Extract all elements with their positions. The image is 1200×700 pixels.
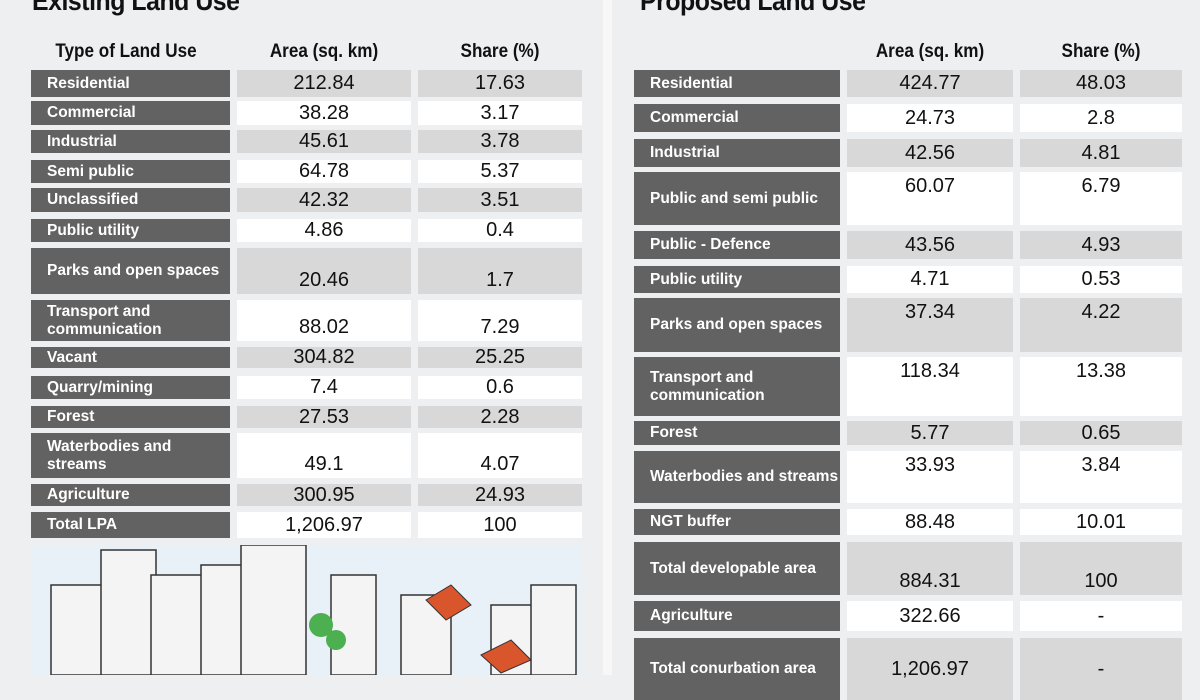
existing-share-cell: 0.4 — [418, 219, 582, 242]
existing-row-label: Vacant — [31, 347, 230, 368]
proposed-row-label: NGT buffer — [634, 509, 840, 535]
proposed-area-cell: 1,206.97 — [847, 638, 1013, 700]
header-area: Area (sq. km) — [875, 41, 985, 62]
existing-row-label: Public utility — [31, 219, 230, 242]
existing-share-cell: 5.37 — [418, 160, 582, 183]
proposed-area-cell: 5.77 — [847, 421, 1013, 445]
proposed-row-label: Public and semi public — [634, 172, 840, 225]
panel-divider — [603, 0, 612, 675]
existing-area-cell: 38.28 — [237, 101, 411, 125]
existing-area-cell: 1,206.97 — [237, 512, 411, 538]
existing-share-cell: 2.28 — [418, 406, 582, 428]
proposed-area-cell: 60.07 — [847, 172, 1013, 225]
existing-row-label: Unclassified — [31, 188, 230, 212]
proposed-row-label: Public utility — [634, 266, 840, 293]
proposed-share-cell: 0.65 — [1020, 421, 1182, 445]
proposed-share-cell: 4.81 — [1020, 139, 1182, 167]
existing-area-cell: 27.53 — [237, 406, 411, 428]
existing-area-cell: 49.1 — [237, 433, 411, 478]
proposed-row-label: Forest — [634, 421, 840, 445]
existing-share-cell: 17.63 — [418, 70, 582, 97]
proposed-area-cell: 88.48 — [847, 509, 1013, 535]
proposed-share-cell: 4.93 — [1020, 231, 1182, 259]
existing-share-cell: 7.29 — [418, 300, 582, 341]
existing-share-cell: 3.51 — [418, 188, 582, 212]
proposed-row-label: Commercial — [634, 104, 840, 132]
proposed-row-label: Total conurbation area — [634, 638, 840, 700]
existing-row-label: Residential — [31, 70, 230, 97]
existing-share-cell: 0.6 — [418, 376, 582, 399]
proposed-share-cell: 100 — [1020, 542, 1182, 595]
existing-row-label: Forest — [31, 406, 230, 428]
existing-row-label: Parks and open spaces — [31, 248, 230, 294]
existing-area-cell: 7.4 — [237, 376, 411, 399]
proposed-share-cell: 48.03 — [1020, 70, 1182, 97]
existing-row-label: Transport and communication — [31, 300, 230, 341]
proposed-share-cell: 13.38 — [1020, 357, 1182, 416]
proposed-area-cell: 424.77 — [847, 70, 1013, 97]
header-share: Share (%) — [460, 41, 540, 62]
existing-row-label: Commercial — [31, 101, 230, 125]
existing-row-label: Total LPA — [31, 512, 230, 538]
proposed-area-cell: 322.66 — [847, 601, 1013, 631]
existing-area-cell: 20.46 — [237, 248, 411, 294]
proposed-title: Proposed Land Use — [640, 0, 866, 16]
existing-title: Existing Land Use — [32, 0, 240, 16]
city-illustration — [31, 545, 581, 675]
proposed-area-cell: 884.31 — [847, 542, 1013, 595]
existing-area-cell: 4.86 — [237, 219, 411, 242]
proposed-share-cell: 2.8 — [1020, 104, 1182, 132]
proposed-row-label: Total developable area — [634, 542, 840, 595]
proposed-area-cell: 42.56 — [847, 139, 1013, 167]
existing-area-cell: 42.32 — [237, 188, 411, 212]
proposed-share-cell: - — [1020, 638, 1182, 700]
proposed-area-cell: 4.71 — [847, 266, 1013, 293]
existing-area-cell: 300.95 — [237, 484, 411, 506]
proposed-share-cell: 4.22 — [1020, 298, 1182, 352]
existing-share-cell: 1.7 — [418, 248, 582, 294]
proposed-share-cell: 3.84 — [1020, 451, 1182, 503]
proposed-row-label: Residential — [634, 70, 840, 97]
existing-area-cell: 45.61 — [237, 130, 411, 153]
proposed-land-use-panel: Proposed Land Use Area (sq. km) Share (%… — [612, 0, 1200, 700]
existing-area-cell: 212.84 — [237, 70, 411, 97]
existing-share-cell: 3.78 — [418, 130, 582, 153]
existing-share-cell: 3.17 — [418, 101, 582, 125]
proposed-area-cell: 118.34 — [847, 357, 1013, 416]
existing-area-cell: 304.82 — [237, 346, 411, 368]
existing-row-label: Quarry/mining — [31, 376, 230, 399]
existing-share-cell: 4.07 — [418, 433, 582, 478]
existing-land-use-panel: Existing Land Use Type of Land Use Area … — [0, 0, 603, 675]
existing-share-cell: 24.93 — [418, 484, 582, 506]
proposed-row-label: Transport and communication — [634, 357, 840, 416]
existing-share-cell: 25.25 — [418, 346, 582, 368]
proposed-row-label: Parks and open spaces — [634, 298, 840, 352]
existing-area-cell: 64.78 — [237, 160, 411, 183]
proposed-row-label: Waterbodies and streams — [634, 451, 840, 503]
proposed-share-cell: 10.01 — [1020, 509, 1182, 535]
proposed-row-label: Industrial — [634, 139, 840, 167]
existing-row-label: Waterbodies and streams — [31, 433, 230, 478]
proposed-area-cell: 37.34 — [847, 298, 1013, 352]
existing-area-cell: 88.02 — [237, 300, 411, 341]
existing-share-cell: 100 — [418, 512, 582, 538]
proposed-row-label: Public - Defence — [634, 231, 840, 259]
existing-row-label: Agriculture — [31, 484, 230, 506]
proposed-row-label: Agriculture — [634, 601, 840, 631]
header-type: Type of Land Use — [55, 41, 197, 62]
proposed-area-cell: 24.73 — [847, 104, 1013, 132]
proposed-area-cell: 43.56 — [847, 231, 1013, 259]
existing-row-label: Semi public — [31, 160, 230, 183]
header-area: Area (sq. km) — [269, 41, 379, 62]
proposed-area-cell: 33.93 — [847, 451, 1013, 503]
proposed-share-cell: 0.53 — [1020, 266, 1182, 293]
header-share: Share (%) — [1061, 41, 1141, 62]
proposed-share-cell: - — [1020, 601, 1182, 631]
proposed-share-cell: 6.79 — [1020, 172, 1182, 225]
existing-row-label: Industrial — [31, 130, 230, 153]
